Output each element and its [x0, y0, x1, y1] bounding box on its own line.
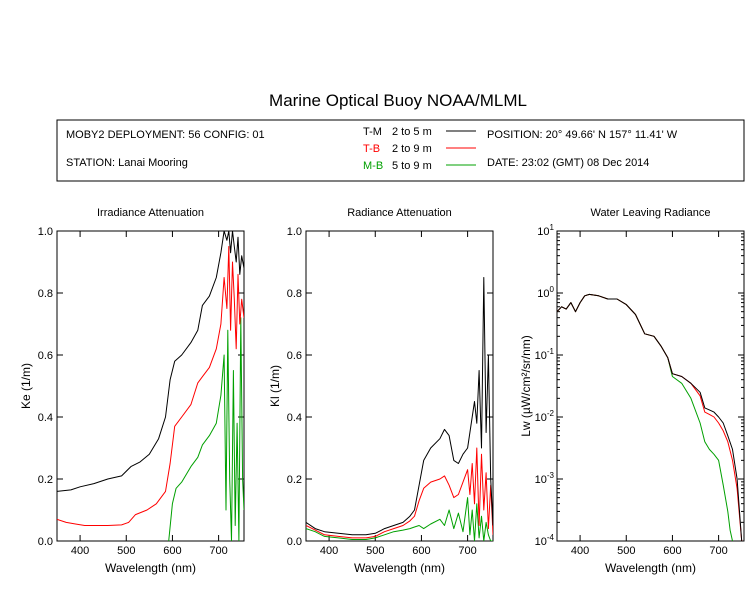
y-tick-label: 0.0 [38, 536, 53, 548]
date-label: DATE: 23:02 (GMT) 08 Dec 2014 [487, 157, 649, 169]
chart-panel: Water Leaving Radiance 400 500 600 700 101 100… [519, 207, 745, 575]
legend: T-M 2 to 5 m T-B 2 to 9 m M-B 5 to 9 m [363, 126, 476, 172]
y-tick-label: 10-1 [535, 347, 555, 362]
x-tick-label: 500 [366, 545, 384, 557]
chart-panel: Radiance Attenuation 400 500 600 700 0.0 0.2 0.… [268, 207, 494, 575]
y-tick-label: 10-3 [535, 471, 555, 486]
y-axis-label: Ke (1/m) [19, 363, 33, 409]
series-line-m-b [306, 497, 493, 541]
x-axis-label: Wavelength (nm) [105, 561, 196, 575]
x-tick-label: 700 [709, 545, 727, 557]
plot-frame [56, 230, 245, 542]
y-tick-label: 0.2 [287, 474, 302, 486]
legend-key: M-B [363, 160, 383, 172]
legend-key: T-M [363, 126, 382, 138]
figure-title: Marine Optical Buoy NOAA/MLML [269, 91, 527, 110]
legend-entry: T-B 2 to 9 m [363, 143, 476, 155]
y-tick-label: 0.6 [287, 350, 302, 362]
series-group [557, 293, 743, 541]
legend-key: T-B [363, 143, 380, 155]
y-tick-label: 1.0 [38, 226, 53, 238]
series-line-t-b [557, 293, 743, 541]
series-group [306, 277, 493, 541]
series-line-m-b [168, 317, 244, 541]
x-tick-label: 600 [163, 545, 181, 557]
y-tick-label: 10-4 [535, 533, 555, 548]
plot-frame [305, 230, 494, 542]
y-tick-label: 0.4 [38, 412, 53, 424]
x-tick-label: 700 [209, 545, 227, 557]
series-line-t-b [57, 246, 244, 526]
x-tick-label: 600 [412, 545, 430, 557]
x-tick-label: 400 [320, 545, 338, 557]
x-tick-label: 400 [571, 545, 589, 557]
x-axis-label: Wavelength (nm) [605, 561, 696, 575]
y-tick-label: 0.6 [38, 350, 53, 362]
legend-range: 2 to 9 m [392, 143, 432, 155]
plot-frame [556, 230, 745, 542]
deployment-label: MOBY2 DEPLOYMENT: 56 CONFIG: 01 [66, 129, 265, 141]
position-label: POSITION: 20° 49.66' N 157° 11.41' W [487, 129, 678, 141]
y-tick-label: 0.8 [287, 288, 302, 300]
header-box: MOBY2 DEPLOYMENT: 56 CONFIG: 01 STATION:… [56, 119, 745, 182]
chart-panels: Irradiance Attenuation 400 500 600 700 0.0 0.2… [19, 207, 745, 575]
x-axis-label: Wavelength (nm) [354, 561, 445, 575]
y-tick-label: 0.4 [287, 412, 302, 424]
series-line-m-b [557, 293, 733, 541]
y-tick-label: 0.8 [38, 288, 53, 300]
legend-entry: T-M 2 to 5 m [363, 126, 476, 138]
y-tick-label: 101 [537, 223, 554, 238]
y-axis-label: Lw (µW/cm²/sr/nm) [519, 335, 533, 437]
chart-panel: Irradiance Attenuation 400 500 600 700 0.0 0.2… [19, 207, 245, 575]
series-line-t-m [557, 293, 743, 541]
y-tick-label: 0.0 [287, 536, 302, 548]
y-tick-label: 0.2 [38, 474, 53, 486]
series-line-t-m [306, 277, 493, 536]
y-tick-label: 1.0 [287, 226, 302, 238]
x-tick-label: 500 [617, 545, 635, 557]
series-line-t-b [306, 447, 493, 539]
x-tick-label: 400 [71, 545, 89, 557]
x-tick-label: 700 [458, 545, 476, 557]
chart-title: Irradiance Attenuation [97, 207, 204, 219]
x-tick-label: 500 [117, 545, 135, 557]
legend-range: 5 to 9 m [392, 160, 432, 172]
chart-title: Water Leaving Radiance [590, 207, 710, 219]
header-frame [56, 119, 745, 182]
series-group [57, 231, 244, 541]
y-tick-label: 100 [537, 285, 554, 300]
chart-title: Radiance Attenuation [347, 207, 452, 219]
y-axis-label: Kl (1/m) [268, 365, 282, 407]
legend-range: 2 to 5 m [392, 126, 432, 138]
series-line-t-m [57, 231, 244, 492]
legend-entry: M-B 5 to 9 m [363, 160, 476, 172]
station-label: STATION: Lanai Mooring [66, 157, 188, 169]
y-tick-label: 10-2 [535, 409, 555, 424]
x-tick-label: 600 [663, 545, 681, 557]
